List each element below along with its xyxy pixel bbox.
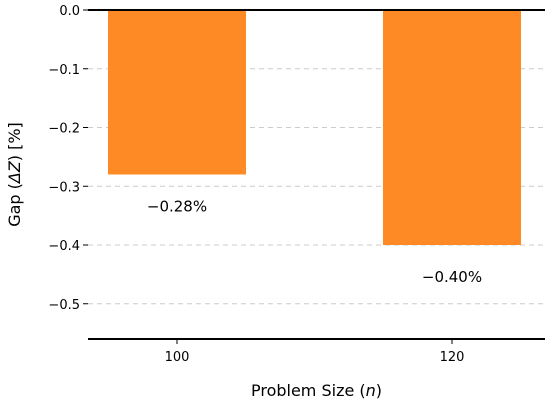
x-tick-label: 120 bbox=[440, 350, 465, 365]
x-tick-label: 100 bbox=[165, 350, 190, 365]
x-axis-title-symbol: n bbox=[366, 381, 376, 400]
y-tick-label: −0.3 bbox=[48, 180, 80, 195]
bar-120 bbox=[383, 10, 521, 245]
x-axis-ticks: 100 120 bbox=[165, 339, 465, 365]
x-axis-title-suffix: ) bbox=[376, 381, 382, 400]
data-labels: −0.28% −0.40% bbox=[147, 198, 482, 287]
y-tick-label: −0.5 bbox=[48, 298, 80, 313]
bar-value-label: −0.28% bbox=[147, 198, 207, 216]
bars bbox=[108, 10, 521, 245]
y-axis-ticks: 0.0 −0.1 −0.2 −0.3 −0.4 −0.5 bbox=[48, 4, 88, 313]
y-tick-label: −0.1 bbox=[48, 63, 80, 78]
y-tick-label: 0.0 bbox=[59, 4, 80, 19]
bar-value-label: −0.40% bbox=[422, 268, 482, 286]
y-axis-title-prefix: Gap ( bbox=[5, 183, 24, 227]
y-axis-title-suffix: ) [%] bbox=[5, 122, 24, 161]
y-axis-title-symbol: ΔZ bbox=[5, 160, 24, 185]
x-axis-title-prefix: Problem Size ( bbox=[251, 381, 366, 400]
y-axis-title: Gap (ΔZ) [%] bbox=[5, 122, 24, 227]
bar-100 bbox=[108, 10, 246, 175]
x-axis-title: Problem Size (n) bbox=[251, 381, 382, 400]
y-tick-label: −0.2 bbox=[48, 122, 80, 137]
y-tick-label: −0.4 bbox=[48, 239, 80, 254]
